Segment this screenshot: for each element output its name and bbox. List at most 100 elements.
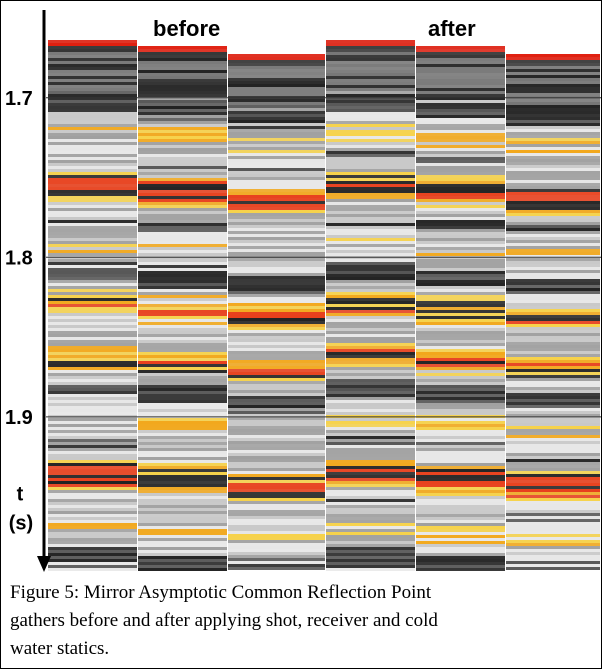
seismic-stripe [138, 244, 227, 247]
seismic-stripe [416, 91, 505, 94]
seismic-stripe [48, 295, 137, 298]
seismic-stripe [506, 132, 600, 135]
seismic-stripe [326, 472, 415, 475]
seismic-stripe [138, 490, 227, 493]
seismic-stripe [326, 184, 415, 187]
seismic-stripe [228, 378, 325, 381]
seismic-stripe [416, 538, 505, 541]
seismic-stripe [48, 289, 137, 292]
seismic-stripe [506, 228, 600, 231]
seismic-stripe [138, 124, 227, 127]
seismic-stripe [506, 240, 600, 243]
seismic-stripe [138, 262, 227, 265]
seismic-stripe [416, 403, 505, 406]
seismic-stripe [138, 529, 227, 532]
seismic-stripe [326, 334, 415, 337]
seismic-stripe [48, 439, 137, 442]
seismic-stripe [416, 496, 505, 499]
seismic-stripe [48, 130, 137, 133]
seismic-stripe [48, 160, 137, 163]
seismic-stripe [48, 457, 137, 460]
seismic-stripe [138, 157, 227, 160]
seismic-stripe [138, 226, 227, 229]
seismic-stripe [506, 357, 600, 360]
seismic-stripe [228, 480, 325, 483]
seismic-stripe [506, 147, 600, 150]
seismic-stripe [416, 406, 505, 409]
seismic-stripe [416, 133, 505, 136]
seismic-stripe [506, 174, 600, 177]
arrow-head [37, 556, 51, 572]
seismic-stripe [326, 244, 415, 247]
seismic-stripe [228, 426, 325, 429]
seismic-stripe [506, 552, 600, 555]
seismic-stripe [416, 202, 505, 205]
seismic-stripe [138, 148, 227, 151]
seismic-stripe [326, 508, 415, 511]
seismic-stripe [416, 295, 505, 298]
seismic-stripe [138, 394, 227, 397]
seismic-stripe [326, 523, 415, 526]
seismic-stripe [138, 109, 227, 112]
seismic-stripe [48, 82, 137, 85]
seismic-stripe [228, 309, 325, 312]
seismic-stripe [506, 318, 600, 321]
seismic-stripe [326, 364, 415, 367]
seismic-stripe [138, 484, 227, 487]
seismic-stripe [138, 217, 227, 220]
seismic-stripe [138, 403, 227, 406]
seismic-stripe [228, 288, 325, 291]
seismic-stripe [228, 138, 325, 141]
seismic-stripe [48, 178, 137, 181]
seismic-stripe [506, 468, 600, 471]
seismic-stripe [228, 498, 325, 501]
seismic-stripe [138, 70, 227, 73]
seismic-stripe [48, 559, 137, 562]
seismic-stripe [326, 349, 415, 352]
seismic-stripe [326, 145, 415, 148]
seismic-stripe [326, 109, 415, 112]
seismic-stripe [228, 54, 325, 57]
seismic-stripe [138, 409, 227, 412]
seismic-stripe [506, 270, 600, 273]
y-tick-label: 1.9 [5, 407, 33, 429]
seismic-stripe [48, 154, 137, 157]
seismic-stripe [416, 565, 505, 568]
seismic-stripe [416, 283, 505, 286]
seismic-stripe [506, 231, 600, 234]
seismic-stripe [416, 241, 505, 244]
seismic-stripe [416, 343, 505, 346]
seismic-stripe [48, 490, 137, 493]
seismic-stripe [326, 166, 415, 169]
seismic-stripe [48, 97, 137, 100]
seismic-stripe [416, 397, 505, 400]
seismic-stripe [138, 475, 227, 478]
seismic-stripe [48, 400, 137, 403]
seismic-stripe [48, 475, 137, 478]
seismic-stripe [416, 67, 505, 70]
seismic-stripe [48, 556, 137, 559]
seismic-stripe [228, 567, 325, 570]
seismic-stripe [326, 484, 415, 487]
seismic-stripe [228, 417, 325, 420]
seismic-stripe [48, 442, 137, 445]
seismic-stripe [416, 337, 505, 340]
seismic-stripe [228, 537, 325, 540]
seismic-stripe [138, 259, 227, 262]
seismic-stripe [138, 313, 227, 316]
seismic-stripe [326, 193, 415, 196]
seismic-stripe [228, 303, 325, 306]
seismic-stripe [506, 342, 600, 345]
seismic-stripe [48, 418, 137, 421]
seismic-stripe [138, 247, 227, 250]
seismic-stripe [48, 493, 137, 496]
seismic-stripe [138, 379, 227, 382]
seismic-stripe [228, 369, 325, 372]
seismic-stripe [48, 427, 137, 430]
seismic-stripe [228, 402, 325, 405]
seismic-stripe [326, 292, 415, 295]
seismic-stripe [138, 85, 227, 88]
seismic-stripe [506, 90, 600, 93]
seismic-stripe [416, 184, 505, 187]
